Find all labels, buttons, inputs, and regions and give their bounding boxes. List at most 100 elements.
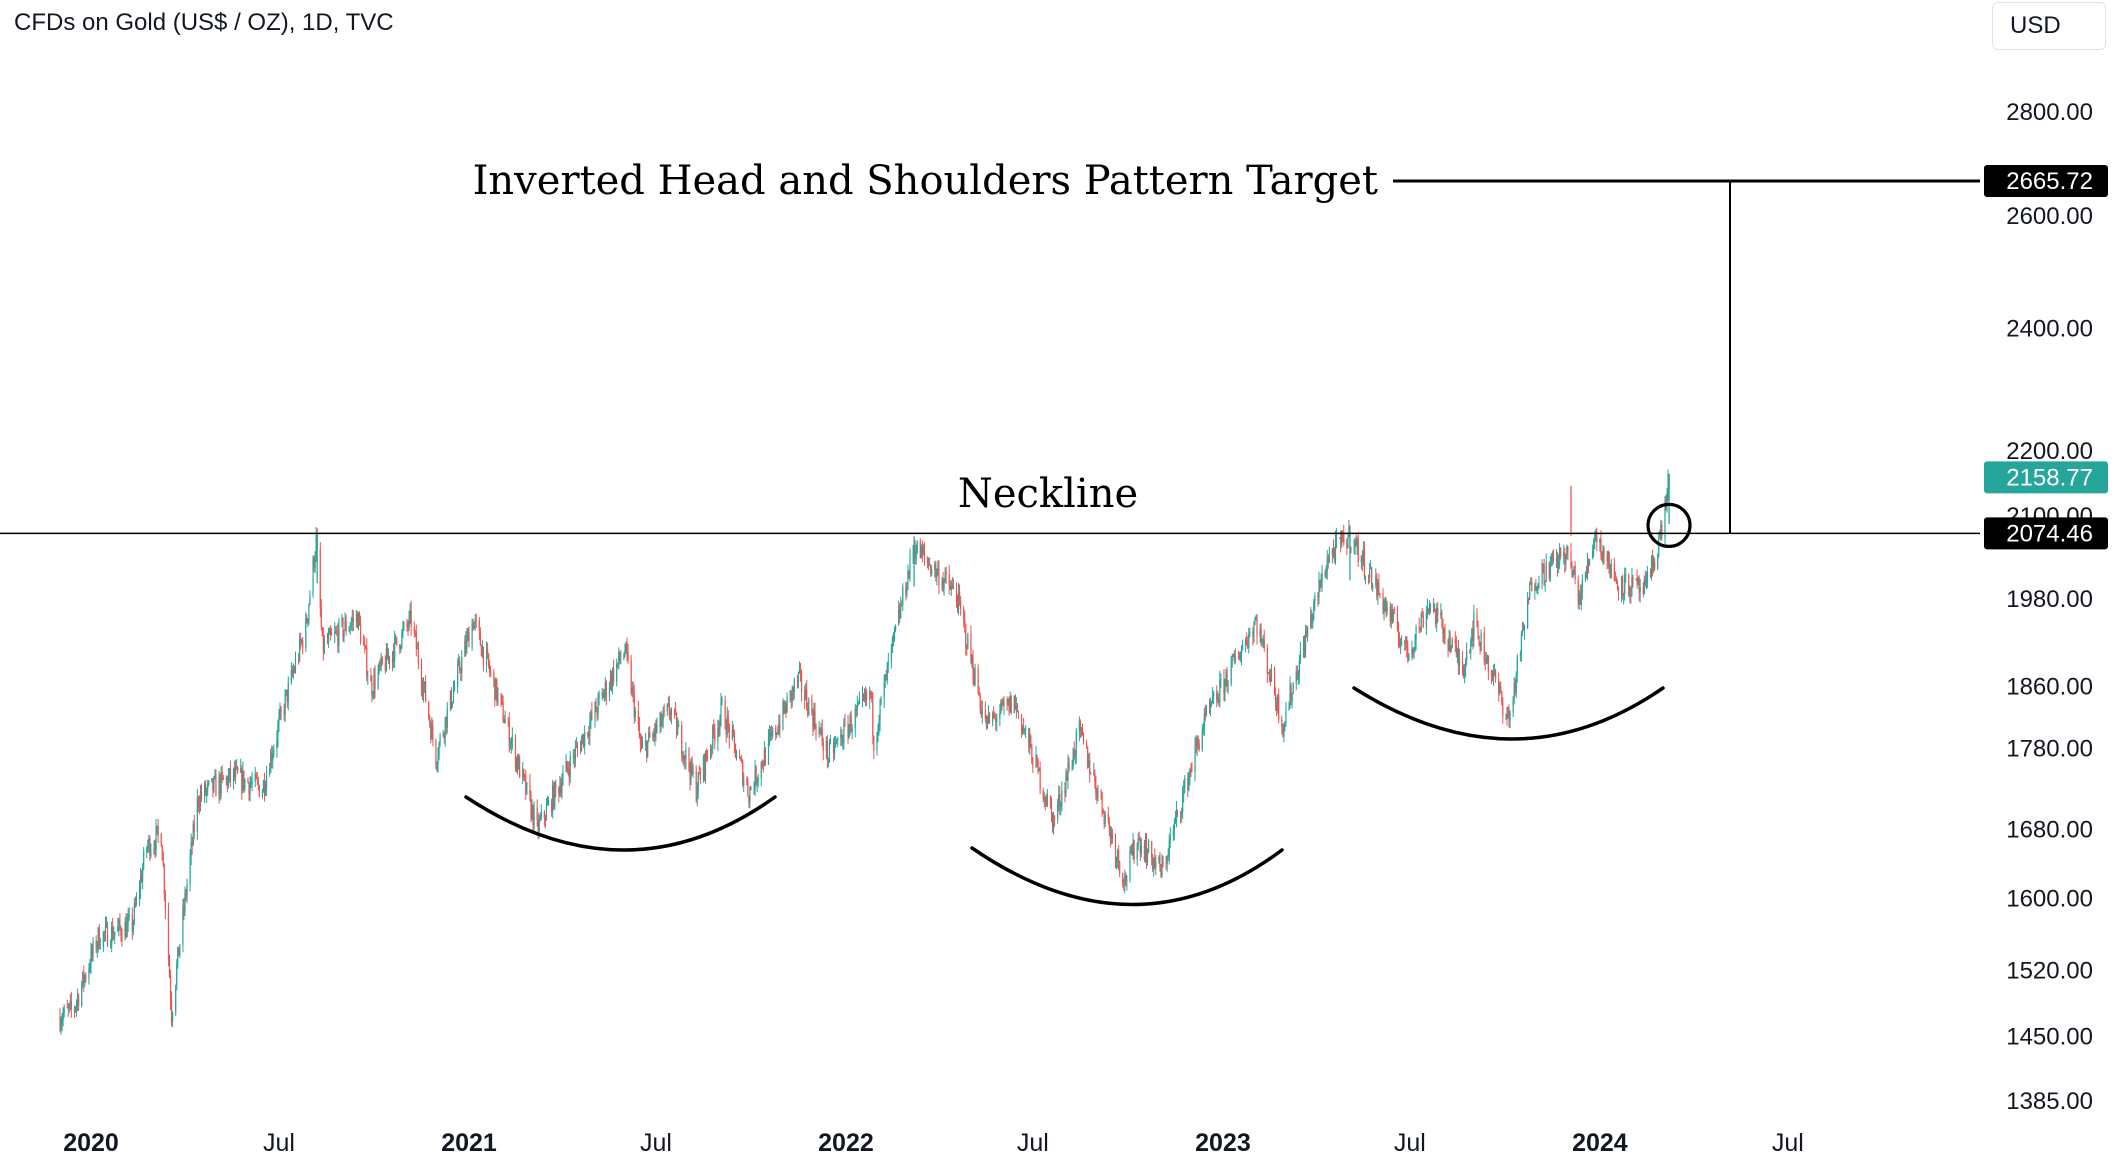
candle-body bbox=[386, 648, 389, 660]
axis-layer: 2800.002600.002400.002200.002100.001980.… bbox=[63, 99, 2108, 1157]
candle-body bbox=[995, 716, 997, 722]
candle-body bbox=[837, 738, 839, 741]
candle-body bbox=[208, 781, 210, 784]
candle-body bbox=[984, 709, 986, 719]
candle-body bbox=[1376, 576, 1378, 597]
candle-body bbox=[569, 755, 571, 778]
candle-body bbox=[900, 604, 902, 618]
currency-button[interactable]: USD bbox=[1992, 2, 2106, 50]
candle-body bbox=[870, 690, 872, 694]
candle-body bbox=[949, 585, 951, 590]
candle-body bbox=[1044, 797, 1046, 802]
candle-body bbox=[222, 775, 224, 780]
candle-body bbox=[1360, 556, 1362, 562]
x-tick-label: 2022 bbox=[818, 1129, 874, 1157]
candle-body bbox=[507, 719, 509, 721]
candle-body bbox=[416, 648, 418, 650]
candle-body bbox=[684, 755, 686, 761]
candle-body bbox=[902, 586, 904, 606]
candle-body bbox=[1339, 537, 1341, 539]
candle-body bbox=[175, 985, 177, 1014]
candle-body bbox=[508, 720, 510, 747]
candle-body bbox=[428, 701, 430, 718]
candle-body bbox=[233, 768, 236, 777]
candle-body bbox=[1406, 636, 1408, 648]
candle-body bbox=[1172, 830, 1174, 837]
candle-body bbox=[1353, 546, 1355, 548]
candle-body bbox=[479, 630, 481, 646]
candle-body bbox=[189, 855, 191, 885]
candle-body bbox=[1072, 748, 1074, 766]
candle-body bbox=[1218, 699, 1220, 703]
candle-body bbox=[753, 788, 755, 790]
candle-body bbox=[691, 759, 693, 774]
candle-body bbox=[420, 663, 423, 688]
candle-body bbox=[319, 549, 321, 609]
candle-body bbox=[334, 631, 336, 635]
candle-body bbox=[1560, 547, 1562, 557]
y-tick-label: 2200.00 bbox=[2006, 438, 2093, 465]
candle-body bbox=[350, 622, 352, 627]
drawings-layer bbox=[0, 179, 1980, 907]
candle-body bbox=[858, 698, 860, 703]
candle-body bbox=[400, 646, 402, 650]
candle-body bbox=[1240, 648, 1243, 656]
candle-body bbox=[243, 770, 245, 789]
candle-body bbox=[963, 608, 965, 620]
candle-body bbox=[464, 640, 466, 657]
candle-body bbox=[1080, 728, 1083, 730]
candle-body bbox=[1198, 743, 1200, 750]
candle-body bbox=[1245, 639, 1247, 645]
candle-body bbox=[1613, 563, 1615, 580]
candle-body bbox=[1508, 713, 1510, 721]
candle-body bbox=[971, 657, 973, 662]
candle-body bbox=[1325, 571, 1327, 577]
candle-body bbox=[1114, 838, 1117, 862]
candle-body bbox=[1447, 639, 1449, 651]
candle-body bbox=[182, 906, 184, 945]
candle-body bbox=[1645, 581, 1647, 585]
candle-body bbox=[1247, 645, 1249, 648]
candle-body bbox=[1421, 614, 1423, 616]
candle-body bbox=[357, 613, 360, 629]
candle-body bbox=[717, 727, 719, 742]
candle-body bbox=[438, 743, 440, 757]
candle-body bbox=[1158, 857, 1160, 862]
candle-body bbox=[446, 708, 448, 728]
candle-body bbox=[645, 741, 647, 745]
candle-body bbox=[126, 922, 128, 938]
candle-body bbox=[880, 698, 882, 701]
candle-body bbox=[501, 698, 503, 702]
candle-body bbox=[279, 709, 281, 717]
candle-body bbox=[863, 696, 866, 700]
candle-body bbox=[337, 631, 339, 647]
candle-body bbox=[800, 672, 803, 692]
candle-body bbox=[67, 1007, 69, 1009]
candle-body bbox=[481, 646, 484, 657]
candle-body bbox=[1657, 553, 1659, 569]
candle-body bbox=[169, 977, 172, 1001]
candle-body bbox=[1505, 714, 1507, 716]
candle-body bbox=[379, 663, 381, 667]
candle-body bbox=[344, 620, 346, 631]
candle-body bbox=[366, 647, 368, 677]
candle-body bbox=[147, 845, 149, 848]
candle-body bbox=[1213, 693, 1215, 696]
candle-body bbox=[1278, 695, 1280, 720]
candle-body bbox=[944, 571, 946, 581]
candle-body bbox=[349, 626, 351, 629]
candle-body bbox=[871, 693, 873, 699]
candle-body bbox=[1123, 884, 1125, 886]
candle-body bbox=[822, 742, 824, 751]
candle-body bbox=[699, 774, 701, 780]
candle-body bbox=[1266, 648, 1268, 674]
candle-body bbox=[1289, 686, 1291, 706]
candle-body bbox=[942, 581, 944, 588]
candle-body bbox=[240, 768, 242, 773]
candle-body bbox=[185, 892, 187, 897]
candle-body bbox=[342, 619, 344, 638]
candle-body bbox=[690, 759, 692, 781]
candle-body bbox=[480, 645, 482, 657]
candle-body bbox=[163, 865, 165, 895]
